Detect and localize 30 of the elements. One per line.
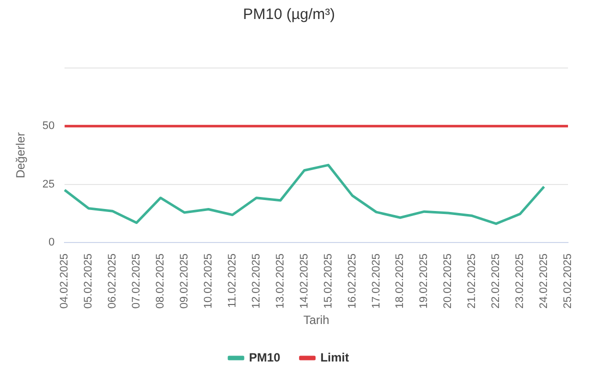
x-tick-label: 17.02.2025 [370, 254, 382, 309]
y-tick-label: 50 [42, 120, 55, 132]
x-tick-label: 07.02.2025 [130, 254, 143, 309]
chart-title: PM10 (µg/m³) [243, 6, 335, 24]
legend-label: PM10 [248, 350, 281, 364]
x-tick-label: 20.02.2025 [442, 254, 454, 309]
x-tick-label: 05.02.2025 [82, 254, 95, 309]
x-tick-label: 09.02.2025 [178, 254, 191, 309]
x-tick-label: 11.02.2025 [226, 254, 238, 308]
x-tick-label: 13.02.2025 [274, 254, 286, 309]
x-tick-label: 14.02.2025 [298, 254, 310, 309]
x-tick-label: 12.02.2025 [250, 254, 262, 309]
x-tick-label: 25.02.2025 [562, 254, 574, 309]
x-tick-label: 18.02.2025 [394, 254, 406, 309]
x-tick-label: 10.02.2025 [202, 254, 214, 309]
x-tick-label: 23.02.2025 [514, 254, 526, 309]
y-tick-label: 0 [48, 236, 55, 249]
x-tick-label: 04.02.2025 [58, 254, 71, 309]
x-tick-label: 19.02.2025 [418, 254, 430, 309]
x-tick-label: 15.02.2025 [322, 254, 334, 309]
legend-label: Limit [320, 350, 350, 364]
y-axis-title: Değerler [14, 132, 28, 178]
y-tick-label: 25 [42, 178, 55, 190]
x-tick-label: 06.02.2025 [106, 254, 119, 309]
x-axis-title: Tarih [303, 313, 330, 328]
x-tick-label: 08.02.2025 [154, 254, 167, 309]
x-tick-label: 16.02.2025 [346, 254, 358, 309]
x-tick-label: 22.02.2025 [490, 254, 502, 309]
x-tick-label: 24.02.2025 [538, 254, 550, 309]
x-tick-label: 21.02.2025 [466, 254, 478, 309]
